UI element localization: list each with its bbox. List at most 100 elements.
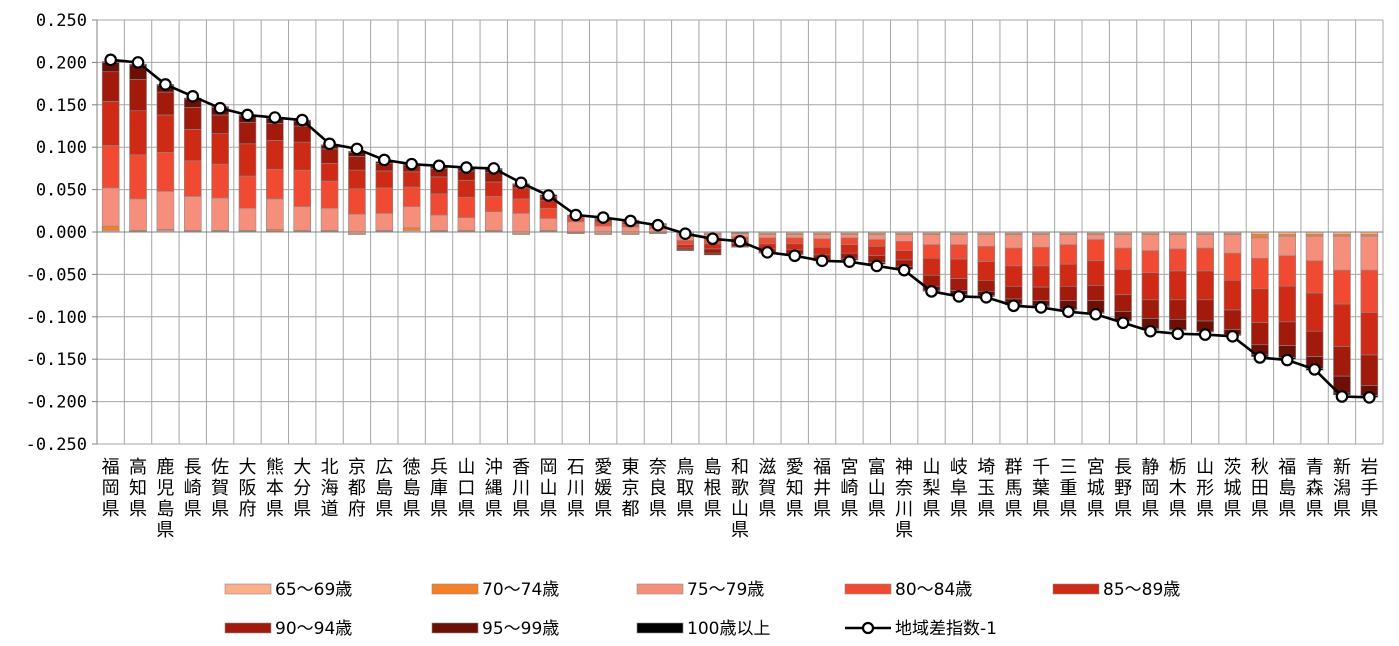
y-tick-label: 0.050 bbox=[36, 181, 87, 201]
x-tick-label: 鹿児島県 bbox=[156, 457, 174, 541]
bar-segment bbox=[320, 163, 339, 182]
bar-segment bbox=[1004, 247, 1023, 267]
bar-segment bbox=[1305, 260, 1324, 294]
index-point bbox=[186, 90, 200, 103]
index-point bbox=[1034, 301, 1048, 314]
axes: 0.250 0.200 0.150 0.100 0.050 0.000 -0.050 -0.1… bbox=[26, 11, 1383, 541]
bar-segment bbox=[183, 160, 202, 197]
index-point bbox=[1062, 305, 1075, 319]
bar-segment bbox=[1086, 234, 1105, 240]
bar-segment bbox=[813, 246, 831, 256]
bar-segment bbox=[484, 181, 503, 197]
bar-segment bbox=[977, 234, 996, 247]
x-tick-label: 長野県 bbox=[1114, 457, 1132, 520]
bar-segment bbox=[129, 154, 147, 200]
x-tick-label: 大阪府 bbox=[238, 457, 256, 520]
bar-segment bbox=[785, 243, 804, 251]
index-point bbox=[815, 254, 829, 268]
index-point bbox=[651, 218, 665, 232]
x-tick-label: 島根県 bbox=[704, 457, 722, 520]
x-tick-label: 岐阜県 bbox=[950, 457, 968, 520]
bar-segment bbox=[348, 188, 366, 215]
x-tick-label: 京都府 bbox=[348, 457, 366, 520]
bar-segment bbox=[1032, 265, 1050, 288]
index-point bbox=[678, 227, 692, 240]
legend-swatch bbox=[844, 583, 892, 595]
index-point bbox=[1007, 299, 1020, 313]
bar-segment bbox=[922, 257, 941, 276]
bar-segment bbox=[594, 225, 612, 233]
legend: 65～69歳 70～74歳 75～79歳 80～84歳 85～89歳 90～94歳 95～9… bbox=[224, 580, 1180, 639]
bar-segment bbox=[1004, 285, 1023, 300]
bar-segment bbox=[402, 227, 421, 231]
x-tick-label: 栃木県 bbox=[1169, 457, 1187, 520]
bar-segment bbox=[1360, 269, 1379, 313]
index-point bbox=[1308, 363, 1321, 376]
bar-segment bbox=[1223, 234, 1242, 254]
bar-segment bbox=[101, 145, 120, 189]
index-point bbox=[952, 290, 966, 303]
bar-segment bbox=[1251, 237, 1269, 259]
bar-segment bbox=[183, 196, 202, 231]
legend-label: 80～84歳 bbox=[895, 580, 972, 600]
index-point bbox=[241, 108, 254, 122]
bar-segment bbox=[1223, 252, 1242, 281]
bar-segment bbox=[211, 163, 229, 199]
index-point bbox=[295, 113, 309, 127]
bar-segment bbox=[840, 234, 859, 239]
bar-segment bbox=[320, 180, 339, 209]
index-point bbox=[761, 246, 774, 259]
bar-segment bbox=[266, 198, 284, 230]
x-tick-label: 石川県 bbox=[567, 457, 585, 520]
y-tick-label: -0.150 bbox=[26, 350, 87, 370]
bar-segment bbox=[1114, 269, 1132, 296]
bar-segment bbox=[457, 179, 476, 198]
index-point bbox=[979, 290, 993, 304]
bar-segment bbox=[211, 197, 229, 231]
index-point bbox=[377, 153, 391, 167]
legend-label: 地域差指数-1 bbox=[895, 619, 997, 639]
x-tick-label: 高知県 bbox=[129, 457, 147, 520]
bar-segment bbox=[101, 225, 120, 231]
x-tick-label: 愛媛県 bbox=[594, 457, 612, 520]
legend-swatch bbox=[636, 622, 684, 634]
y-tick-label: -0.100 bbox=[26, 308, 87, 328]
bar-segment bbox=[676, 244, 695, 249]
bar-segment bbox=[1251, 322, 1269, 346]
x-tick-label: 宮城県 bbox=[1087, 457, 1105, 520]
legend-label: 85～89歳 bbox=[1103, 580, 1180, 600]
bar-segment bbox=[348, 156, 366, 171]
y-tick-label: 0.100 bbox=[36, 138, 87, 158]
bar-segment bbox=[484, 211, 503, 231]
x-tick-label: 宮崎県 bbox=[840, 457, 858, 520]
y-tick-label: 0.000 bbox=[36, 223, 87, 243]
x-tick-label: 山形県 bbox=[1196, 457, 1214, 520]
bar-segment bbox=[1059, 285, 1078, 301]
bar-segment bbox=[1032, 234, 1050, 248]
bar-segment bbox=[1086, 285, 1105, 301]
x-tick-label: 茨城県 bbox=[1224, 457, 1242, 520]
bar-segment bbox=[950, 278, 968, 291]
x-tick-label: 静岡県 bbox=[1141, 457, 1159, 520]
bar-segment bbox=[348, 213, 366, 233]
x-tick-label: 埼玉県 bbox=[977, 457, 995, 520]
bar-segment bbox=[840, 244, 859, 254]
y-tick-label: 0.250 bbox=[36, 11, 87, 31]
bar-segment bbox=[320, 207, 339, 231]
bar-segment bbox=[922, 244, 941, 259]
x-tick-label: 愛知県 bbox=[786, 457, 804, 520]
bar-segment bbox=[649, 232, 667, 234]
index-point bbox=[843, 255, 856, 268]
bar-segment bbox=[1196, 270, 1214, 301]
x-tick-label: 岩手県 bbox=[1360, 457, 1378, 520]
index-point bbox=[213, 101, 227, 115]
x-tick-label: 福井県 bbox=[813, 457, 831, 520]
bar-segment bbox=[375, 187, 394, 214]
bar-segment bbox=[1360, 354, 1379, 386]
bar-segment bbox=[1169, 234, 1187, 250]
index-point bbox=[1116, 316, 1130, 330]
x-tick-label: 山梨県 bbox=[923, 457, 941, 520]
x-tick-label: 新潟県 bbox=[1333, 457, 1351, 520]
index-point bbox=[870, 259, 884, 273]
bar-segment bbox=[1141, 299, 1160, 319]
